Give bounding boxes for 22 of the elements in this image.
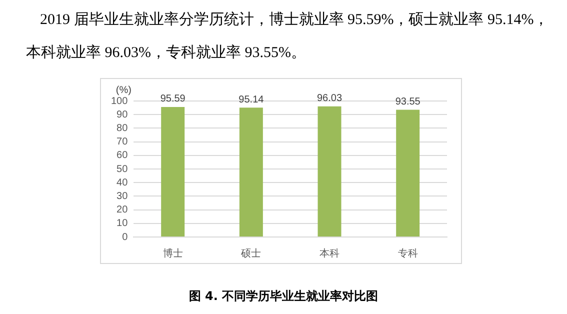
y-tick-label: 30: [116, 190, 128, 202]
text: 图 4. 不同学历毕业生就业率对比图: [188, 288, 380, 305]
x-tick-label: 本科: [320, 248, 340, 260]
y-tick-label: 0: [122, 232, 128, 243]
y-tick-label: 90: [116, 109, 128, 120]
data-label: 96.03: [316, 93, 342, 104]
y-tick-label: 10: [116, 218, 128, 230]
y-axis-title: (%): [116, 84, 132, 96]
y-tick-label: 20: [116, 204, 128, 216]
y-tick-label: 40: [116, 177, 128, 188]
y-tick-label: 70: [116, 136, 128, 148]
y-tick-label: 60: [116, 150, 128, 162]
x-tick-label: 博士: [162, 248, 183, 260]
y-tick-label: 50: [116, 164, 128, 175]
x-tick-label: 硕士: [240, 248, 262, 260]
x-tick-label: 专科: [398, 248, 418, 260]
chart-subtitle: 2019 届毕业生就业率分学历统计，博士就业率 95.59%，硕士就业率 95.14%，本科就业率 96.03%，专科就业率 93.55%。: [26, 10, 550, 63]
data-label: 95.59: [160, 94, 186, 105]
data-label: 95.14: [238, 94, 264, 106]
y-tick-label: 100: [110, 96, 128, 107]
data-label: 93.55: [395, 96, 421, 108]
y-tick-label: 80: [116, 122, 128, 134]
